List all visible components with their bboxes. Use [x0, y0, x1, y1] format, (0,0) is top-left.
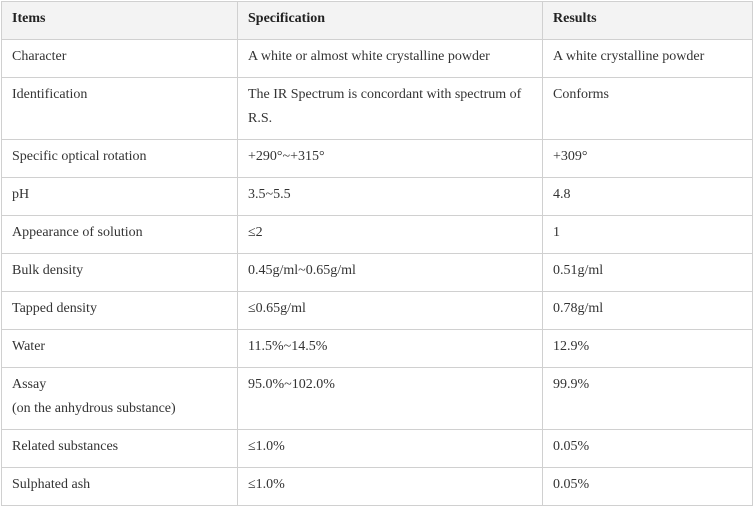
table-cell: A white crystalline powder	[542, 39, 753, 78]
table-cell: 4.8	[542, 177, 753, 216]
table-cell: 0.51g/ml	[542, 253, 753, 292]
table-cell: 11.5%~14.5%	[237, 329, 543, 368]
table-row: Appearance of solution ≤2 1	[1, 215, 753, 254]
table-cell: 99.9%	[542, 367, 753, 430]
table-cell: Conforms	[542, 77, 753, 140]
table-cell: 12.9%	[542, 329, 753, 368]
table-cell: Bulk density	[1, 253, 238, 292]
table-row: Identification The IR Spectrum is concord…	[1, 77, 753, 140]
table-cell: +290°~+315°	[237, 139, 543, 178]
cell-line: (on the anhydrous substance)	[12, 401, 176, 416]
table-row: Water 11.5%~14.5% 12.9%	[1, 329, 753, 368]
cell-line: Assay	[12, 377, 47, 392]
table-row: Character A white or almost white crystal…	[1, 39, 753, 78]
table-cell: 95.0%~102.0%	[237, 367, 543, 430]
table-cell: 0.05%	[542, 467, 753, 506]
table-cell: 0.78g/ml	[542, 291, 753, 330]
table-cell: 1	[542, 215, 753, 254]
table-body: Character A white or almost white crystal…	[1, 39, 753, 506]
table-cell: 0.45g/ml~0.65g/ml	[237, 253, 543, 292]
header-cell: Specification	[237, 1, 543, 40]
table-cell: Assay (on the anhydrous substance)	[1, 367, 238, 430]
header-cell: Results	[542, 1, 753, 40]
table-cell: Sulphated ash	[1, 467, 238, 506]
header-row: Items Specification Results	[1, 1, 753, 40]
table-cell: Tapped density	[1, 291, 238, 330]
table-cell: ≤0.65g/ml	[237, 291, 543, 330]
table-cell: ≤2	[237, 215, 543, 254]
table-cell: Water	[1, 329, 238, 368]
table-cell: A white or almost white crystalline powd…	[237, 39, 543, 78]
table-cell: Identification	[1, 77, 238, 140]
table-row: pH 3.5~5.5 4.8	[1, 177, 753, 216]
table-cell: 0.05%	[542, 429, 753, 468]
table-row: Specific optical rotation +290°~+315° +309…	[1, 139, 753, 178]
table-row: Tapped density ≤0.65g/ml 0.78g/ml	[1, 291, 753, 330]
header-cell: Items	[1, 1, 238, 40]
table-cell: +309°	[542, 139, 753, 178]
table-cell: The IR Spectrum is concordant with spect…	[237, 77, 543, 140]
table-header: Items Specification Results	[1, 1, 753, 40]
table-cell: Appearance of solution	[1, 215, 238, 254]
table-cell: ≤1.0%	[237, 429, 543, 468]
table-row: Bulk density 0.45g/ml~0.65g/ml 0.51g/ml	[1, 253, 753, 292]
table-cell: Character	[1, 39, 238, 78]
table-cell: ≤1.0%	[237, 467, 543, 506]
table-cell: Specific optical rotation	[1, 139, 238, 178]
table-cell: Related substances	[1, 429, 238, 468]
table-cell: pH	[1, 177, 238, 216]
table-row: Related substances ≤1.0% 0.05%	[1, 429, 753, 468]
table-row: Assay (on the anhydrous substance) 95.0%~1…	[1, 367, 753, 430]
table-cell: 3.5~5.5	[237, 177, 543, 216]
table-row: Sulphated ash ≤1.0% 0.05%	[1, 467, 753, 506]
